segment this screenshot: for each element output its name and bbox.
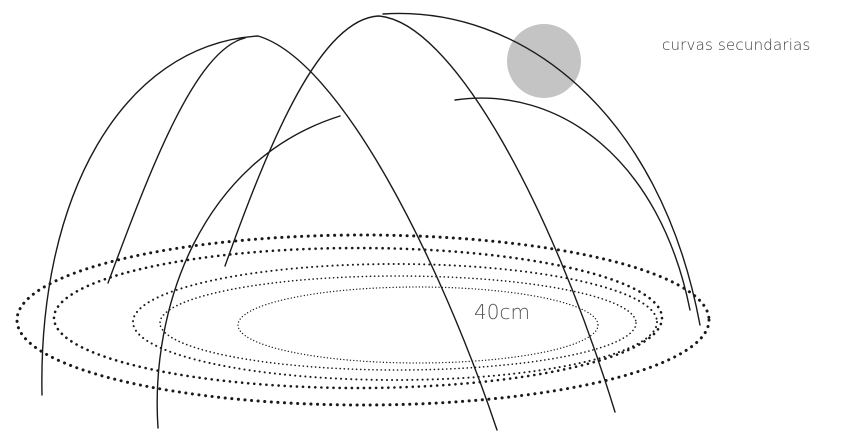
arch-main-c [224, 15, 616, 413]
arch-main-a [41, 35, 498, 431]
base-ring-inner [237, 286, 599, 364]
dimension-label: 40cm [474, 300, 530, 324]
base-ring-outer [15, 233, 711, 407]
arch-main-b [107, 37, 246, 284]
secondary-curves-label: curvas secundarias [662, 36, 811, 54]
base-rings [15, 233, 711, 407]
arches [41, 12, 701, 431]
arch-secondary-b [454, 97, 691, 311]
base-ring-3 [132, 263, 658, 381]
highlight-circle [507, 24, 581, 98]
arch-main-d [382, 12, 701, 326]
arch-secondary-a [156, 115, 341, 429]
base-ring-2 [52, 246, 664, 390]
base-ring-4 [159, 275, 637, 371]
